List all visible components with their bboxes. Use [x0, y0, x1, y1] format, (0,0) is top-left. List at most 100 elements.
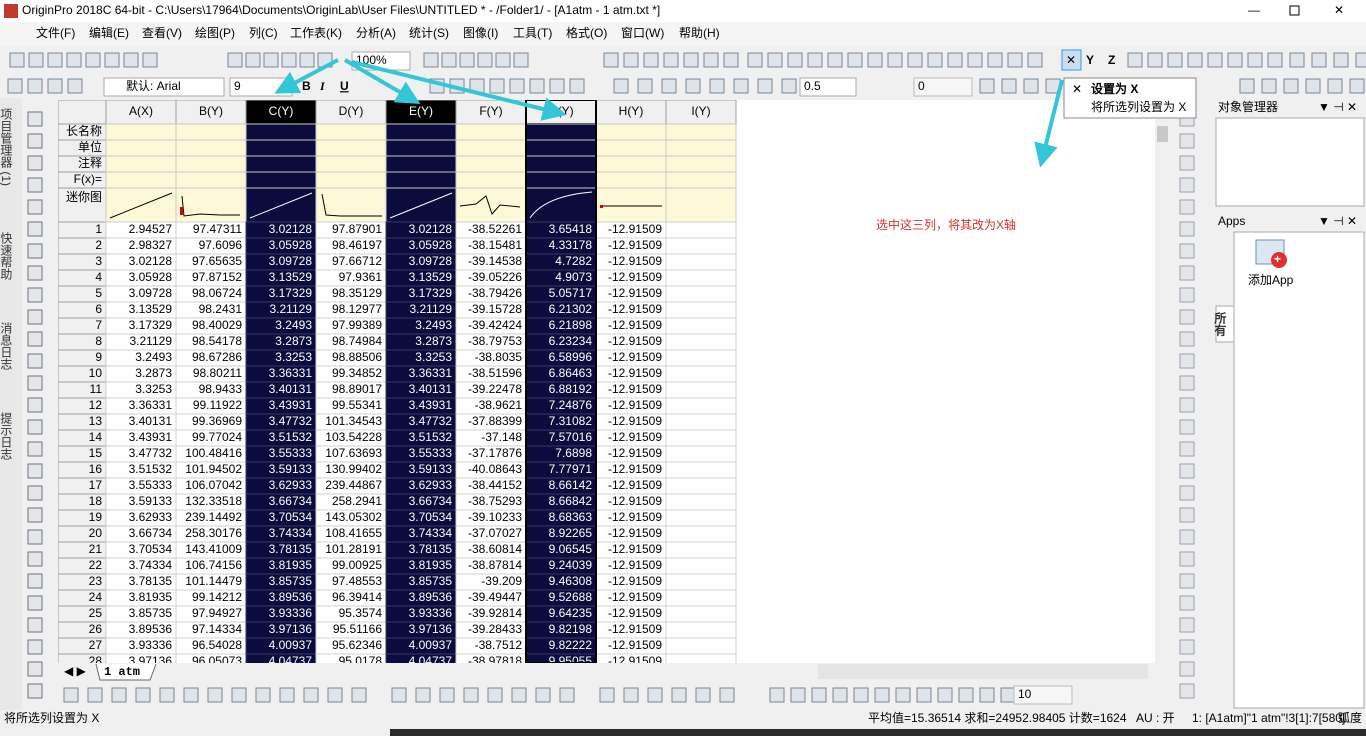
cell[interactable]	[665, 461, 737, 479]
toolbar-button[interactable]	[1227, 52, 1243, 68]
tool-button[interactable]	[1179, 441, 1195, 457]
menu-item[interactable]: 窗口(W)	[621, 26, 664, 40]
toolbar-button[interactable]	[947, 52, 963, 68]
cell[interactable]	[665, 349, 737, 367]
toolbar-button[interactable]	[1207, 52, 1223, 68]
toolbar-button[interactable]	[183, 687, 199, 703]
cell[interactable]	[665, 637, 737, 655]
toolbar-button[interactable]	[1167, 52, 1183, 68]
label-cell[interactable]	[665, 139, 737, 157]
toolbar-button[interactable]	[1007, 52, 1023, 68]
toolbar-button[interactable]	[733, 78, 749, 94]
toolbar-button[interactable]	[663, 52, 679, 68]
toolbar-button[interactable]	[1023, 78, 1039, 94]
label-cell[interactable]	[315, 187, 387, 223]
toolbar-button[interactable]	[979, 687, 995, 703]
toolbar-button[interactable]	[509, 78, 525, 94]
toolbar-button[interactable]	[979, 78, 995, 94]
label-cell[interactable]	[105, 123, 177, 141]
tool-button[interactable]	[27, 463, 43, 479]
close[interactable]: ✕	[1334, 3, 1344, 17]
toolbar-button[interactable]	[685, 78, 701, 94]
tool-button[interactable]	[1179, 221, 1195, 237]
toolbar-button[interactable]	[423, 52, 439, 68]
set-z-icon[interactable]: Z	[1108, 53, 1115, 67]
toolbar-button[interactable]	[27, 78, 43, 94]
tool-button[interactable]	[27, 441, 43, 457]
column-header[interactable]	[245, 100, 317, 125]
label-cell[interactable]	[525, 139, 597, 157]
toolbar-button[interactable]	[1187, 52, 1203, 68]
toolbar-button[interactable]	[832, 687, 848, 703]
label-cell[interactable]	[665, 171, 737, 189]
label-cell[interactable]	[595, 187, 667, 223]
toolbar-button[interactable]	[28, 52, 44, 68]
cell[interactable]	[665, 333, 737, 351]
tool-button[interactable]	[1179, 177, 1195, 193]
tool-button[interactable]	[27, 397, 43, 413]
toolbar-button[interactable]	[769, 687, 785, 703]
toolbar-button[interactable]	[207, 687, 223, 703]
toolbar-button[interactable]	[790, 687, 806, 703]
label-cell[interactable]	[665, 155, 737, 173]
label-cell[interactable]	[245, 171, 317, 189]
toolbar-button[interactable]	[299, 52, 315, 68]
toolbar-button[interactable]	[1311, 52, 1327, 68]
label-cell[interactable]	[315, 155, 387, 173]
toolbar-button[interactable]	[1000, 687, 1016, 703]
label-cell[interactable]	[315, 123, 387, 141]
tool-button[interactable]	[1179, 573, 1195, 589]
cell[interactable]	[665, 621, 737, 639]
tool-button[interactable]	[1179, 419, 1195, 435]
label-cell[interactable]	[595, 171, 667, 189]
tool-button[interactable]	[1179, 375, 1195, 391]
toolbar-button[interactable]	[327, 687, 343, 703]
toolbar-button[interactable]	[459, 52, 475, 68]
toolbar-button[interactable]	[811, 687, 827, 703]
tool-button[interactable]	[27, 309, 43, 325]
v-scroll-thumb[interactable]	[1157, 126, 1168, 142]
menu-item[interactable]: 统计(S)	[409, 26, 449, 40]
toolbar-button[interactable]	[569, 78, 585, 94]
toolbar-button[interactable]	[787, 52, 803, 68]
toolbar-button[interactable]	[535, 687, 551, 703]
italic[interactable]: I	[319, 79, 326, 93]
label-cell[interactable]	[175, 171, 247, 189]
cell[interactable]	[665, 221, 737, 239]
toolbar-button[interactable]	[1305, 78, 1321, 94]
toolbar-button[interactable]	[391, 687, 407, 703]
toolbar-button[interactable]	[441, 52, 457, 68]
toolbar-button[interactable]	[703, 52, 719, 68]
tool-button[interactable]	[1179, 595, 1195, 611]
cell[interactable]	[665, 253, 737, 271]
tool-button[interactable]	[27, 551, 43, 567]
toolbar-button[interactable]	[671, 687, 687, 703]
tool-button[interactable]	[1179, 529, 1195, 545]
toolbar-button[interactable]	[747, 52, 763, 68]
label-cell[interactable]	[595, 123, 667, 141]
tool-button[interactable]	[1179, 199, 1195, 215]
tab-prev[interactable]: ◀ ▶	[64, 664, 87, 678]
toolbar-button[interactable]	[245, 52, 261, 68]
tool-button[interactable]	[27, 155, 43, 171]
toolbar-button[interactable]	[937, 687, 953, 703]
toolbar-button[interactable]	[643, 52, 659, 68]
label-cell[interactable]	[385, 123, 457, 141]
tool-button[interactable]	[27, 573, 43, 589]
toolbar-button[interactable]	[87, 687, 103, 703]
toolbar-button[interactable]	[281, 52, 297, 68]
cell[interactable]	[665, 509, 737, 527]
toolbar-button[interactable]	[559, 687, 575, 703]
cell[interactable]	[665, 525, 737, 543]
toolbar-button[interactable]	[1267, 52, 1283, 68]
toolbar-button[interactable]	[1327, 78, 1343, 94]
cell[interactable]	[665, 413, 737, 431]
toolbar-button[interactable]	[511, 687, 527, 703]
label-cell[interactable]	[175, 187, 247, 223]
toolbar-button[interactable]	[231, 687, 247, 703]
corner-cell[interactable]	[58, 100, 107, 125]
tool-button[interactable]	[27, 485, 43, 501]
toolbar-button[interactable]	[1355, 52, 1366, 68]
bottom-size-box[interactable]	[1013, 685, 1073, 705]
tool-button[interactable]	[1179, 683, 1195, 699]
